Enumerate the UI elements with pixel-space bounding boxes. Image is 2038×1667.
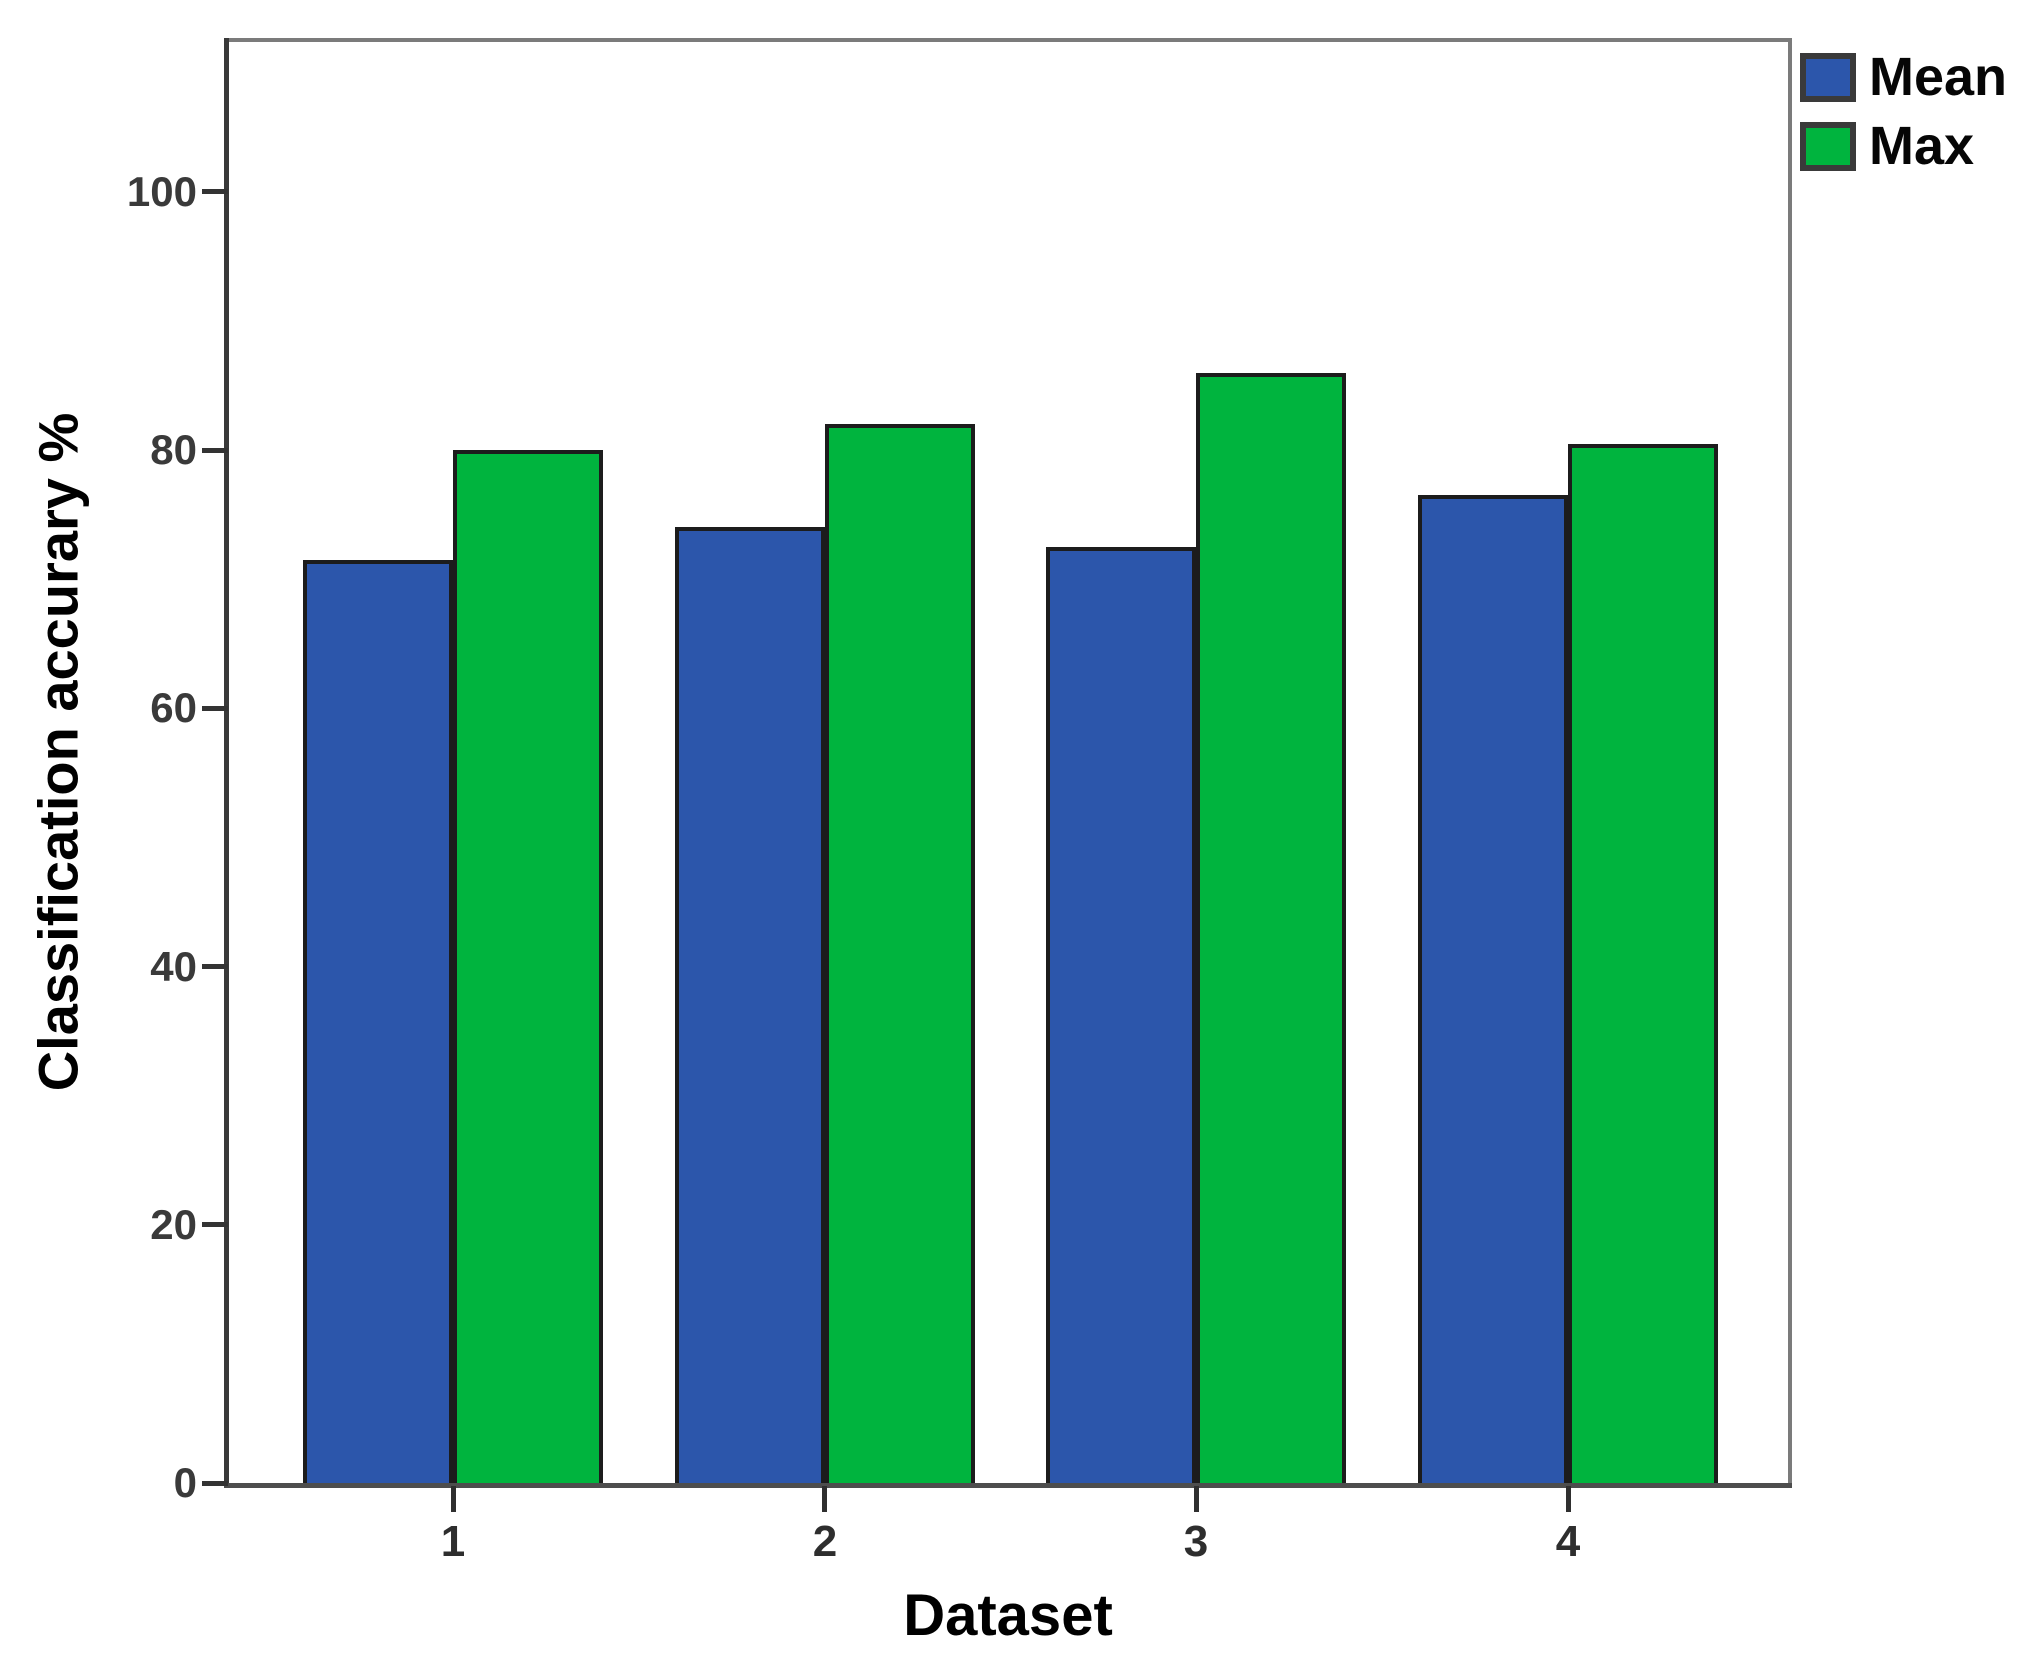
bar-mean-2 (675, 527, 825, 1483)
bar-max-3 (1196, 373, 1346, 1483)
x-tick-mark-1 (451, 1486, 456, 1512)
y-tick-label-40: 40 (150, 943, 197, 990)
x-tick-label-2: 2 (812, 1517, 838, 1566)
y-tick-mark-0 (202, 1481, 228, 1486)
bar-max-1 (453, 450, 603, 1483)
legend-item-mean: Mean (1800, 50, 2007, 104)
legend-item-max: Max (1800, 119, 2007, 173)
bar-mean-3 (1046, 547, 1196, 1483)
bar-mean-4 (1418, 495, 1568, 1483)
bar-mean-1 (303, 560, 453, 1483)
x-tick-label-1: 1 (440, 1517, 466, 1566)
y-tick-label-80: 80 (150, 426, 197, 473)
legend-label-max: Max (1869, 116, 1975, 176)
x-axis-title: Dataset (903, 1583, 1113, 1648)
legend-label-mean: Mean (1869, 47, 2008, 107)
legend-swatch-max (1800, 121, 1856, 171)
y-tick-mark-40 (202, 964, 228, 969)
bar-max-4 (1568, 444, 1718, 1483)
x-tick-mark-3 (1194, 1486, 1199, 1512)
y-tick-mark-80 (202, 448, 228, 453)
y-tick-mark-60 (202, 706, 228, 711)
y-tick-mark-20 (202, 1222, 228, 1227)
x-tick-mark-4 (1566, 1486, 1571, 1512)
x-tick-label-4: 4 (1555, 1517, 1581, 1566)
bar-max-2 (825, 424, 975, 1483)
y-tick-label-20: 20 (150, 1201, 197, 1248)
legend-swatch-mean (1800, 52, 1856, 102)
y-tick-label-100: 100 (126, 168, 197, 215)
y-axis-title: Classification accurary % (26, 412, 90, 1092)
y-tick-label-0: 0 (173, 1459, 197, 1506)
y-tick-label-60: 60 (150, 684, 197, 731)
plot-area (228, 42, 1788, 1483)
x-tick-mark-2 (822, 1486, 827, 1512)
y-tick-mark-100 (202, 189, 228, 194)
x-tick-label-3: 3 (1183, 1517, 1209, 1566)
x-axis-line (224, 1483, 1792, 1488)
legend: Mean Max (1800, 50, 2007, 173)
plot-frame-top (224, 38, 1792, 42)
plot-frame-right (1788, 38, 1792, 1488)
y-axis-line (224, 38, 229, 1488)
